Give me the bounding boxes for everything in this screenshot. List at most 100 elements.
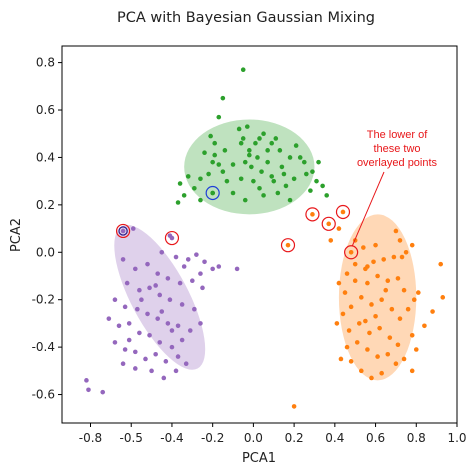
data-point [242, 197, 248, 203]
data-point [397, 316, 403, 321]
data-point [354, 340, 360, 345]
highlight-ring [344, 245, 359, 260]
y-tick-label: 0.2 [36, 198, 55, 212]
data-point [139, 297, 144, 303]
data-point [255, 155, 260, 160]
highlighted-point [348, 249, 354, 255]
data-point [275, 190, 281, 196]
data-point [251, 178, 256, 184]
data-point [401, 356, 407, 362]
data-point [259, 169, 264, 174]
data-point [177, 181, 183, 186]
data-point [198, 197, 203, 203]
data-point [126, 337, 132, 343]
data-point [179, 337, 185, 343]
data-point [346, 328, 352, 333]
data-point [247, 152, 252, 158]
data-point [165, 321, 171, 326]
data-point [401, 287, 407, 293]
data-point [422, 323, 427, 329]
x-tick-label: 0.4 [325, 431, 344, 445]
data-point [342, 290, 348, 295]
x-tick-label: 0.6 [366, 431, 385, 445]
chart-title: PCA with Bayesian Gaussian Mixing [117, 10, 375, 26]
highlight-ring [205, 185, 220, 201]
data-point [399, 254, 405, 260]
data-point [167, 297, 173, 303]
data-point [344, 271, 350, 276]
x-axis-label: PCA1 [242, 451, 276, 466]
data-point [169, 328, 175, 333]
data-point [106, 316, 112, 321]
data-point [385, 351, 391, 357]
data-point [120, 361, 126, 367]
data-point [397, 238, 403, 243]
data-point [344, 344, 350, 350]
cluster-ellipse-2 [338, 214, 417, 381]
y-tick-label: -0.4 [32, 340, 55, 354]
data-point [359, 295, 364, 300]
x-tick-label: 0.0 [244, 431, 263, 445]
data-point [365, 264, 370, 269]
highlighted-point [285, 242, 291, 248]
data-point [403, 249, 409, 255]
data-point [361, 245, 366, 250]
data-point [216, 264, 222, 269]
annotation-arrow [351, 171, 385, 247]
y-tick-label: 0.0 [36, 245, 55, 259]
data-point [240, 136, 246, 141]
data-point [181, 264, 187, 269]
y-tick-label: -0.2 [32, 293, 55, 307]
data-point [236, 126, 242, 132]
data-point [265, 148, 270, 153]
data-point [383, 287, 389, 293]
data-point [253, 140, 258, 146]
data-point [157, 292, 163, 298]
data-point [149, 368, 154, 374]
data-point [314, 178, 319, 184]
data-point [210, 266, 215, 272]
plot-frame [61, 45, 458, 424]
data-point [220, 169, 226, 174]
data-point [159, 309, 165, 314]
data-point [143, 356, 148, 362]
data-point [352, 278, 358, 284]
data-point [271, 178, 277, 184]
data-point [112, 340, 118, 345]
data-point [385, 278, 391, 284]
data-point [416, 290, 421, 295]
data-point [200, 285, 205, 291]
data-point [297, 155, 303, 160]
data-point [192, 306, 197, 312]
data-point [308, 188, 313, 193]
data-point [316, 159, 321, 165]
data-point [240, 67, 246, 73]
data-point [86, 387, 91, 393]
data-point [224, 178, 230, 184]
data-point [192, 185, 197, 191]
x-tick-label: -0.8 [79, 431, 102, 445]
y-tick-label: 0.4 [36, 150, 55, 164]
data-point [377, 325, 382, 331]
data-point [409, 368, 415, 374]
data-point [147, 332, 152, 338]
data-point [216, 162, 222, 167]
data-point [336, 226, 342, 231]
data-point [269, 140, 275, 146]
data-point [208, 133, 213, 139]
data-point [155, 271, 160, 276]
data-point [163, 359, 169, 364]
data-point [379, 297, 384, 303]
data-point [194, 252, 199, 257]
x-tick-label: -0.5 [120, 431, 143, 445]
annotation: The lower of these two overlayed points [351, 129, 438, 247]
data-point [287, 155, 293, 160]
data-point [206, 171, 211, 177]
data-point [279, 164, 285, 170]
data-point [165, 276, 171, 281]
data-point [244, 124, 250, 129]
data-point [409, 332, 415, 338]
data-point [230, 190, 236, 196]
data-point [257, 185, 262, 191]
data-point [238, 176, 244, 182]
